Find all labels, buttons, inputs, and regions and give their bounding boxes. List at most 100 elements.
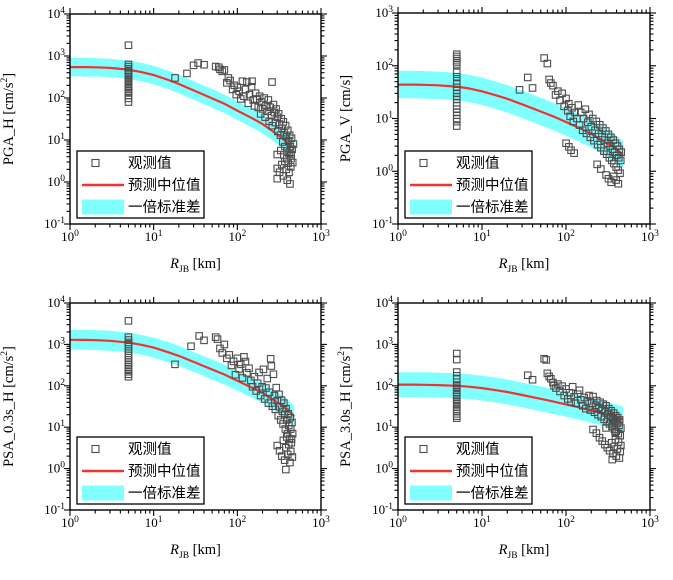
y-axis-title: PSA_0.3s_H [cm/s2]: [0, 346, 17, 467]
observed-point-marker: [614, 153, 623, 162]
y-tick-label: 10-1: [372, 502, 393, 517]
observed-point-marker: [273, 164, 282, 173]
observed-point-marker: [269, 100, 278, 109]
observed-point-marker: [617, 148, 626, 156]
y-tick-label: 101: [375, 111, 393, 126]
observed-point-marker: [262, 102, 270, 110]
x-tick-label: 101: [145, 515, 163, 530]
observed-point-marker: [282, 433, 291, 441]
legend-label-observed: 观测值: [128, 441, 172, 458]
observed-point-marker: [195, 332, 203, 340]
observed-point-marker: [523, 371, 532, 380]
observed-point-marker: [604, 404, 613, 413]
observed-point-marker: [240, 353, 248, 361]
y-tick-label: 100: [47, 461, 65, 476]
observed-point-marker: [607, 406, 615, 415]
observed-points: [452, 349, 625, 464]
observed-point-marker: [124, 353, 133, 362]
legend-box: [404, 436, 533, 505]
x-tick-label: 103: [312, 515, 330, 530]
observed-point-marker: [288, 418, 296, 427]
x-tick-label: 102: [557, 515, 575, 530]
observed-point-marker: [226, 76, 234, 85]
observed-point-marker: [288, 158, 297, 167]
observed-point-marker: [263, 374, 272, 383]
x-tick-label: 100: [61, 515, 79, 530]
median-prediction-line: [70, 65, 296, 150]
observed-point-marker: [608, 455, 617, 464]
observed-point-marker: [289, 140, 298, 148]
observed-point-marker: [611, 411, 620, 420]
observed-point-marker: [283, 126, 292, 135]
y-tick-label: 100: [375, 461, 393, 476]
x-tick-label: 102: [228, 229, 246, 244]
observed-point-marker: [550, 381, 558, 390]
observed-point-marker: [124, 365, 133, 374]
legend-band-swatch-icon: [82, 485, 124, 501]
observed-point-marker: [605, 153, 614, 162]
observed-point-marker: [252, 387, 260, 395]
observed-point-marker: [274, 110, 283, 118]
observed-point-marker: [200, 336, 208, 345]
observed-point-marker: [124, 360, 133, 369]
y-tick-label: 102: [47, 378, 65, 393]
std-dev-band: [70, 329, 295, 427]
legend-observed-marker-icon: [419, 158, 428, 168]
observed-point-marker: [615, 416, 624, 424]
observed-point-marker: [523, 73, 532, 82]
y-tick-label: 103: [47, 48, 65, 63]
axis-box: [397, 302, 651, 511]
y-tick-label: 102: [375, 58, 393, 73]
observed-point-marker: [549, 81, 557, 90]
observed-point-marker: [286, 163, 295, 171]
observed-point-marker: [593, 160, 601, 169]
legend-label-median: 预测中位值: [128, 463, 201, 480]
y-tick-label: 101: [375, 419, 393, 434]
observed-point-marker: [452, 72, 461, 81]
observed-point-marker: [187, 342, 195, 351]
std-dev-band: [398, 372, 624, 432]
legend-band-swatch-icon: [410, 199, 452, 215]
observed-point-marker: [282, 465, 290, 474]
observed-point-marker: [452, 410, 461, 418]
observed-point-marker: [280, 399, 288, 407]
legend-observed-marker-icon: [91, 158, 100, 168]
observed-point-marker: [124, 363, 133, 371]
axis-box: [69, 302, 322, 511]
observed-point-marker: [255, 92, 264, 101]
observed-point-marker: [582, 129, 591, 138]
axis-box: [397, 12, 651, 225]
y-tick-label: 103: [375, 336, 393, 351]
y-tick-label: 10-1: [372, 216, 393, 231]
x-tick-label: 100: [389, 515, 407, 530]
observed-point-marker: [287, 435, 296, 443]
observed-point-marker: [528, 84, 537, 92]
observed-point-marker: [616, 447, 625, 456]
observed-point-marker: [287, 134, 296, 143]
x-axis-title: RJB [km]: [498, 542, 550, 561]
observed-point-marker: [575, 386, 584, 395]
observed-point-marker: [272, 383, 281, 392]
observed-point-marker: [614, 179, 623, 188]
y-axis-title: PGA_H [cm/s2]: [0, 73, 17, 165]
observed-point-marker: [452, 412, 461, 420]
observed-point-marker: [266, 354, 275, 363]
observed-point-marker: [286, 458, 294, 467]
observed-point-marker: [613, 413, 622, 422]
y-tick-label: 104: [47, 6, 65, 21]
observed-points: [452, 50, 626, 188]
observed-point-marker: [264, 96, 273, 104]
y-tick-label: 101: [47, 132, 65, 147]
observed-point-marker: [452, 60, 461, 69]
observed-point-marker: [616, 156, 625, 165]
observed-point-marker: [269, 370, 278, 379]
observed-point-marker: [227, 361, 236, 370]
observed-point-marker: [452, 414, 461, 422]
std-dev-band: [70, 57, 295, 158]
observed-point-marker: [585, 391, 593, 400]
legend-label-median: 预测中位值: [456, 177, 529, 194]
